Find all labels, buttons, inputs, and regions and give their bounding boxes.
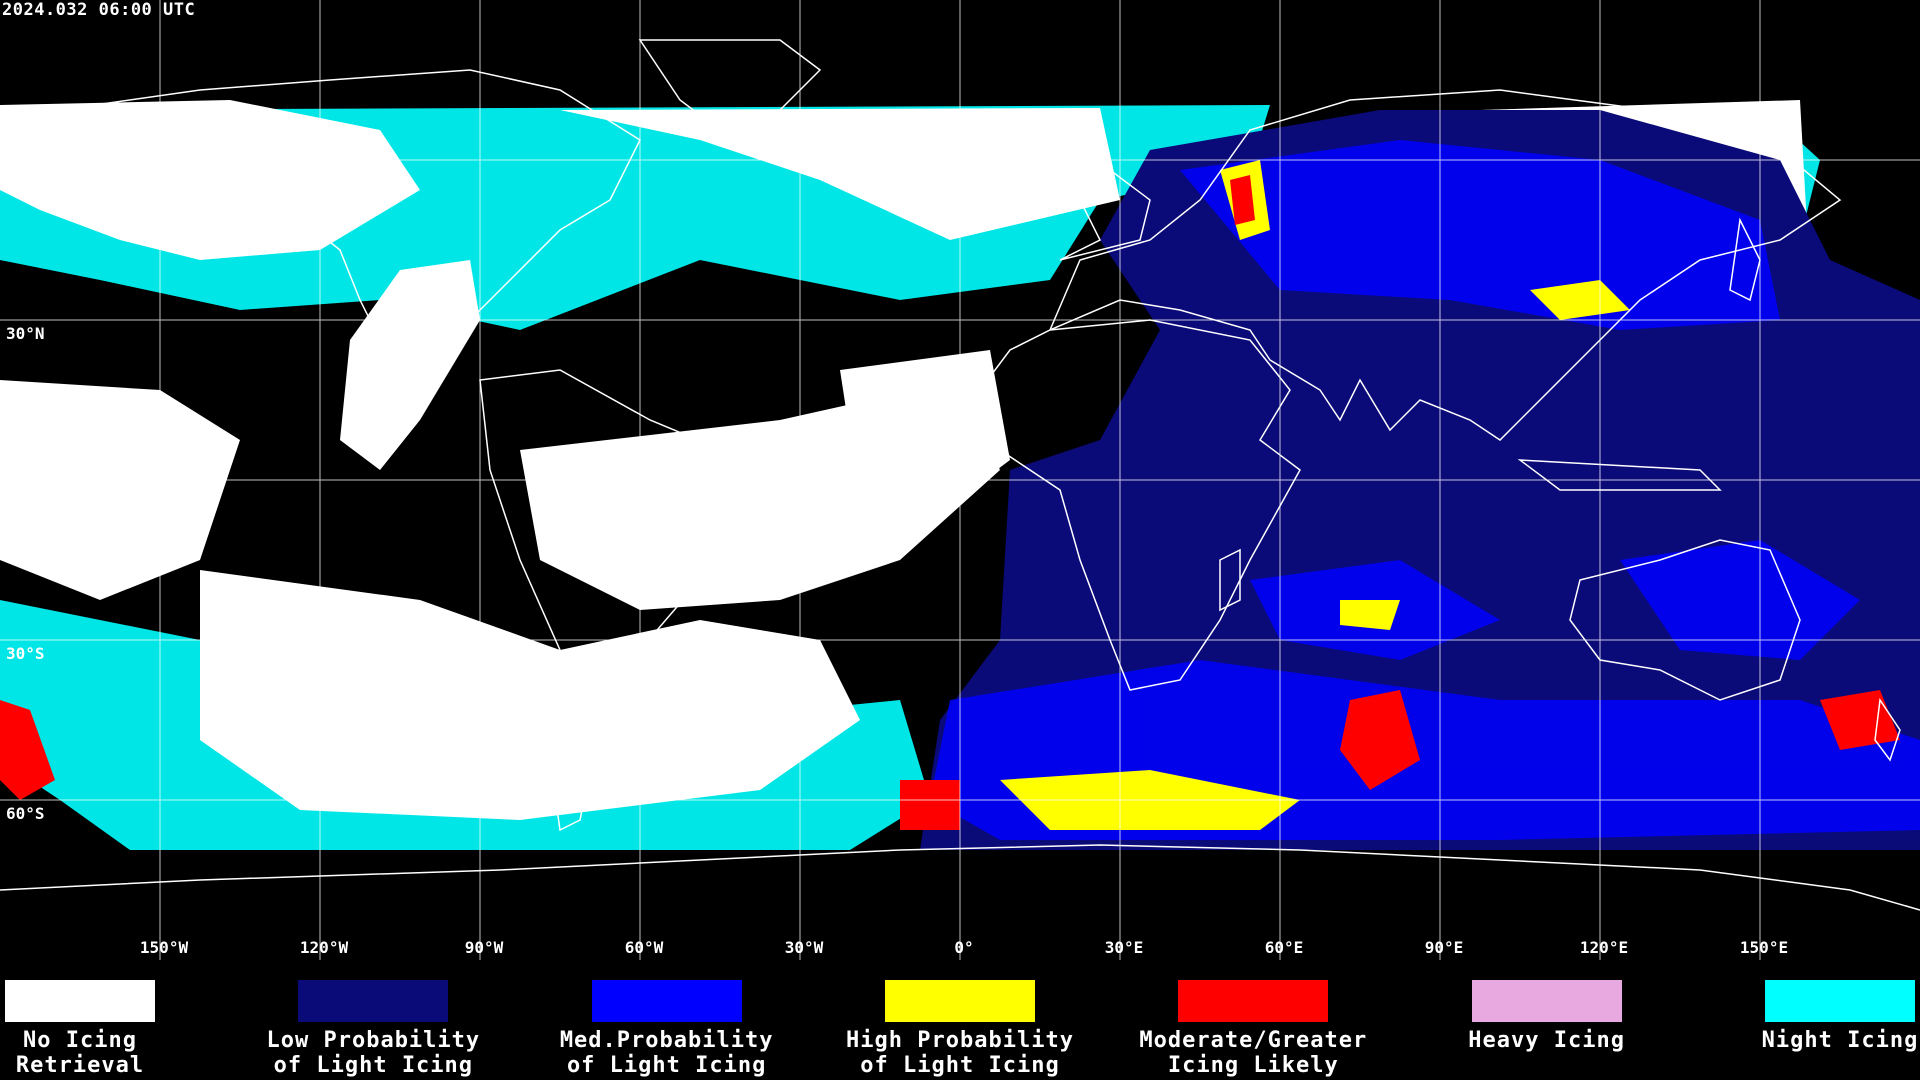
longitude-label: 0° (954, 938, 974, 957)
longitude-label: 60°W (624, 938, 664, 957)
coastline-antarctica (0, 844, 1920, 911)
legend-label: No Icing Retrieval (15, 1028, 145, 1078)
latitude-label: 30°S (6, 644, 45, 663)
legend-label: High Probability of Light Icing (846, 1028, 1074, 1078)
icing-map (0, 0, 1920, 960)
coastline-australia (1569, 539, 1801, 701)
legend-label: Med.Probability of Light Icing (559, 1028, 774, 1078)
legend-item: No Icing Retrieval (0, 980, 210, 1078)
legend-swatch (1765, 980, 1915, 1022)
legend-swatch (5, 980, 155, 1022)
latitude-label: 60°S (6, 804, 45, 823)
latitude-label: 30°N (6, 324, 45, 343)
legend-item: Night Icing (1710, 980, 1920, 1053)
timestamp: 2024.032 06:00 UTC (2, 0, 196, 20)
legend-label: Night Icing (1761, 1028, 1919, 1053)
legend-swatch (591, 980, 742, 1022)
longitude-label: 120°E (1579, 938, 1629, 957)
longitude-label: 120°W (299, 938, 349, 957)
legend: No Icing Retrieval Low Probability of Lig… (0, 960, 1920, 1080)
longitude-label: 30°E (1104, 938, 1144, 957)
legend-label: Low Probability of Light Icing (266, 1028, 481, 1078)
longitude-label: 90°E (1424, 938, 1464, 957)
legend-swatch (298, 980, 449, 1022)
legend-item: Heavy Icing (1417, 980, 1677, 1053)
legend-item: Med.Probability of Light Icing (537, 980, 797, 1078)
legend-swatch (885, 980, 1035, 1022)
coastline-south-america (479, 369, 771, 832)
longitude-label: 60°E (1264, 938, 1304, 957)
legend-item: Moderate/Greater Icing Likely (1123, 980, 1383, 1078)
coastline-europe (1059, 169, 1151, 261)
coastline-new-zealand (1874, 697, 1901, 762)
coastline-japan (1729, 217, 1761, 302)
legend-label: Moderate/Greater Icing Likely (1139, 1028, 1368, 1078)
legend-label: Heavy Icing (1468, 1028, 1625, 1053)
coastline-madagascar (1219, 548, 1241, 612)
graticule (0, 0, 1920, 960)
longitude-label: 150°E (1739, 938, 1789, 957)
legend-swatch (1471, 980, 1622, 1022)
longitude-label: 90°W (464, 938, 504, 957)
coastline-greenland (638, 39, 822, 131)
legend-item: High Probability of Light Icing (830, 980, 1090, 1078)
longitude-label: 150°W (139, 938, 189, 957)
longitude-label: 30°W (784, 938, 824, 957)
coastline-africa (979, 319, 1301, 691)
legend-item: Low Probability of Light Icing (243, 980, 503, 1078)
legend-swatch (1178, 980, 1329, 1022)
